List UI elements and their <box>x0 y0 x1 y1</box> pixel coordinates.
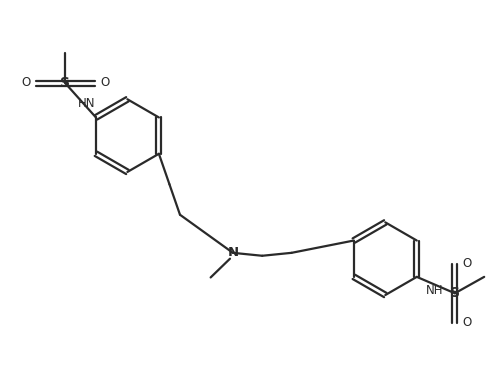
Text: O: O <box>462 316 471 329</box>
Text: O: O <box>21 76 30 89</box>
Text: S: S <box>450 286 460 300</box>
Text: N: N <box>227 246 238 260</box>
Text: S: S <box>61 76 71 91</box>
Text: NH: NH <box>426 284 443 297</box>
Text: HN: HN <box>78 97 95 110</box>
Text: O: O <box>462 257 471 270</box>
Text: O: O <box>101 76 110 89</box>
